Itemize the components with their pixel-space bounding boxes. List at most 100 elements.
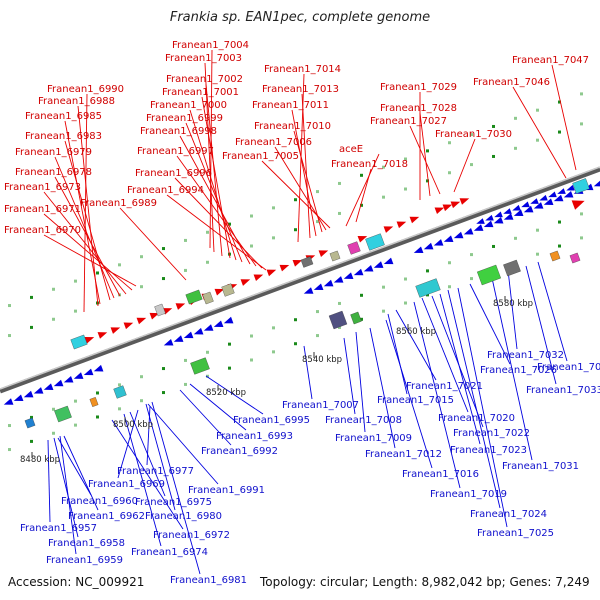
forward-gene-arrow xyxy=(136,317,147,325)
label-leader-line xyxy=(179,389,232,446)
reverse-gene-arrow xyxy=(383,257,394,265)
gene-label-top: Franean1_6983 xyxy=(25,131,102,142)
label-leader-line xyxy=(59,435,77,555)
guide-dot xyxy=(8,304,11,308)
reverse-gene-arrow xyxy=(533,202,544,209)
forward-gene-arrow xyxy=(459,198,470,205)
gene-label-top: aceE xyxy=(339,144,363,155)
guide-dot xyxy=(448,261,451,265)
gene-label-top: Franean1_7003 xyxy=(165,53,242,64)
reverse-gene-arrow xyxy=(223,316,234,324)
guide-dot xyxy=(228,222,231,226)
label-leader-line xyxy=(421,297,469,413)
guide-dot xyxy=(96,391,99,395)
gene-label-top: Franean1_7005 xyxy=(222,151,299,162)
reverse-gene-arrow xyxy=(512,204,521,211)
label-leader-line xyxy=(151,401,201,575)
forward-gene-arrow xyxy=(279,264,290,272)
label-leader-line xyxy=(525,265,557,385)
reverse-gene-arrow xyxy=(363,264,374,272)
forward-gene-arrow xyxy=(97,332,108,339)
guide-dot xyxy=(140,285,143,289)
forward-gene-arrow xyxy=(357,235,368,243)
label-leader-line xyxy=(385,319,433,469)
gene-label-top: Franean1_6970 xyxy=(4,225,81,236)
gene-label-bottom: Franean1_7019 xyxy=(430,489,507,500)
gene-label-top: Franean1_7000 xyxy=(150,100,227,111)
reverse-gene-arrow xyxy=(213,320,224,328)
reverse-gene-arrow xyxy=(373,261,384,268)
label-leader-line xyxy=(439,293,481,445)
label-leader-line xyxy=(301,93,311,239)
guide-dot xyxy=(404,157,407,161)
label-leader-line xyxy=(491,277,533,461)
gene-label-bottom: Franean1_7024 xyxy=(470,509,547,520)
guide-dot xyxy=(52,287,55,291)
forward-gene-arrow xyxy=(123,322,134,330)
guide-dot xyxy=(74,399,77,403)
reverse-gene-arrow xyxy=(485,214,494,221)
gene-label-bottom: Franean1_7021 xyxy=(406,381,483,392)
gene-label-top: Franean1_7027 xyxy=(370,116,447,127)
feature-block xyxy=(70,334,88,350)
gene-label-top: Franean1_7030 xyxy=(435,129,512,140)
label-leader-line xyxy=(179,135,251,265)
gene-label-top: Franean1_7006 xyxy=(235,137,312,148)
gene-label-top: Franean1_7001 xyxy=(162,87,239,98)
genome-stats-text: Topology: circular; Length: 8,982,042 bp… xyxy=(260,575,590,589)
forward-gene-arrow xyxy=(318,250,329,257)
guide-dot xyxy=(184,382,187,386)
guide-dot xyxy=(140,399,143,403)
gene-label-top: Franean1_6999 xyxy=(146,113,223,124)
label-leader-line xyxy=(43,234,137,287)
guide-dot xyxy=(580,212,583,216)
label-leader-line xyxy=(54,176,121,297)
gene-label-bottom: Franean1_6958 xyxy=(48,538,125,549)
guide-dot xyxy=(250,244,253,248)
label-leader-line xyxy=(537,261,568,362)
guide-dot xyxy=(382,165,385,169)
label-leader-line xyxy=(419,112,431,197)
label-leader-line xyxy=(261,160,331,229)
label-leader-line xyxy=(551,64,577,171)
guide-dot xyxy=(96,271,99,275)
reverse-gene-arrow xyxy=(343,272,354,279)
reverse-gene-arrow xyxy=(13,394,24,402)
guide-dot xyxy=(184,268,187,272)
guide-dot xyxy=(580,236,583,240)
gene-label-bottom: Franean1_6960 xyxy=(61,496,138,507)
forward-gene-arrow xyxy=(84,336,95,344)
gene-label-bottom: Franean1_7031 xyxy=(502,461,579,472)
guide-dot xyxy=(492,154,495,158)
reverse-gene-arrow xyxy=(530,198,539,204)
feature-block xyxy=(476,264,502,286)
reverse-gene-arrow xyxy=(353,268,364,276)
feature-block xyxy=(190,357,210,375)
guide-dot xyxy=(272,326,275,330)
reverse-gene-arrow xyxy=(483,220,494,228)
guide-dot xyxy=(206,260,209,264)
label-leader-line xyxy=(387,313,408,395)
gene-label-top: Franean1_7014 xyxy=(264,64,341,75)
gene-label-bottom: Franean1_6993 xyxy=(216,431,293,442)
reverse-gene-arrow xyxy=(463,227,474,235)
label-leader-line xyxy=(303,345,313,400)
guide-dot xyxy=(492,244,495,248)
gene-label-top: Franean1_6994 xyxy=(127,185,204,196)
reverse-gene-arrow xyxy=(3,398,14,405)
label-leader-line xyxy=(174,177,263,269)
genome-backbone xyxy=(0,166,600,394)
reverse-gene-arrow xyxy=(503,208,512,214)
guide-dot xyxy=(140,255,143,259)
guide-dot xyxy=(30,325,33,329)
reverse-gene-arrow xyxy=(73,372,84,379)
gene-label-top: Franean1_6988 xyxy=(38,96,115,107)
guide-dot xyxy=(514,236,517,240)
reverse-gene-arrow xyxy=(513,209,524,217)
reverse-gene-arrow xyxy=(443,235,454,242)
gene-labels: Franean1_7004 Franean1_7003 Franean1_7002 F… xyxy=(4,40,600,586)
guide-dot xyxy=(250,334,253,338)
guide-dot xyxy=(492,124,495,128)
scale-label: 8520 kbp xyxy=(206,388,246,398)
genome-backbone-line xyxy=(0,166,600,394)
